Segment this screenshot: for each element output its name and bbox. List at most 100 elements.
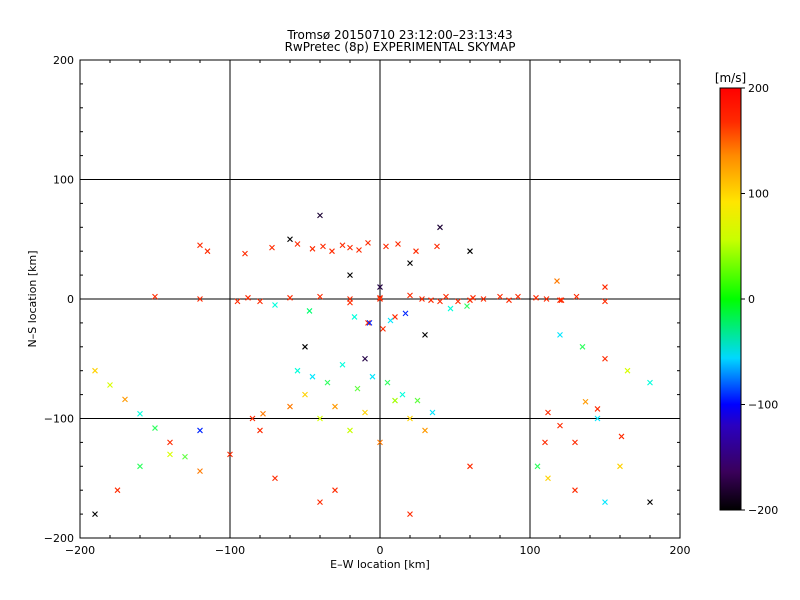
data-point [602,298,608,305]
data-point [414,397,421,404]
data-point [369,373,376,380]
data-point [309,245,316,252]
data-point [294,241,301,247]
data-point [572,439,578,446]
colorbar-tick-label: 100 [748,188,769,201]
data-point [377,284,383,290]
data-point [380,325,386,332]
data-point [167,439,173,446]
data-point [152,425,158,431]
data-point [515,293,521,300]
data-point [332,403,338,410]
data-point [572,487,578,494]
data-point [309,373,316,380]
data-point [558,297,565,304]
data-point [534,463,541,470]
data-point [329,248,335,255]
data-point [480,296,487,302]
data-point [366,320,373,326]
data-point [197,242,203,249]
data-point [377,439,383,446]
data-point [351,314,358,320]
x-tick-label: 0 [377,544,384,557]
data-point [447,305,454,312]
colorbar-label: [m/s] [715,71,746,85]
data-point [602,284,608,290]
data-point [545,475,551,482]
data-point [413,248,419,255]
data-point [234,298,241,305]
data-point [122,396,128,403]
data-point [302,343,308,350]
x-tick-label: −100 [215,544,245,557]
data-point [470,294,476,301]
data-point [594,406,601,412]
data-point [429,409,436,416]
data-point [317,499,323,506]
data-point [573,293,580,300]
data-point [242,250,248,257]
chart-subtitle: RwPretec (8p) EXPERIMENTAL SKYMAP [284,40,516,54]
data-point [287,236,293,243]
data-point [647,499,653,506]
data-point [579,343,586,350]
data-point [356,247,362,253]
data-point [347,427,353,434]
data-point [422,427,428,434]
data-point [437,298,443,305]
data-point [387,317,394,324]
data-point [467,463,473,470]
data-point [245,294,251,301]
data-point [557,331,563,338]
data-point [197,468,203,474]
data-point [167,451,173,458]
x-tick-label: 200 [670,544,691,557]
y-tick-label: −200 [44,532,74,545]
data-point [434,243,440,250]
colorbar: [m/s] −200 −100 0 100 200 [715,71,778,517]
data-point [443,293,449,300]
data-point [365,239,371,246]
data-point [332,487,338,494]
data-point [107,382,113,388]
data-point [392,314,398,320]
data-point [114,487,121,494]
data-point [399,391,406,398]
data-point [557,422,563,429]
data-point [395,241,401,247]
data-point [197,296,203,302]
data-point [92,511,98,517]
data-point [347,244,353,251]
data-point [306,308,313,314]
data-point [428,297,434,304]
data-point [497,293,503,300]
y-tick-label: 0 [67,293,74,306]
colorbar-tick-label: 0 [748,293,755,306]
data-point [92,367,98,374]
data-point [506,297,512,304]
data-point [543,296,550,302]
data-point [339,242,346,249]
data-point [249,415,256,422]
data-point [422,331,428,338]
data-point [554,278,560,284]
data-point [582,398,589,405]
data-point [347,272,353,278]
data-point [354,385,361,392]
data-point [455,298,461,305]
colorbar-tick-label: −200 [748,504,778,517]
data-point [317,212,323,219]
data-point [407,292,413,299]
chart-title: Tromsø 20150710 23:12:00–23:13:43 [287,28,513,42]
x-axis-label: E–W location [km] [330,558,430,571]
data-point [467,248,473,255]
y-tick-label: −100 [44,413,74,426]
data-point [272,302,278,308]
colorbar-gradient [719,87,742,511]
data-point [618,433,625,440]
data-point [137,463,143,470]
data-point [407,260,413,267]
data-point [407,415,413,422]
data-point [437,224,443,231]
